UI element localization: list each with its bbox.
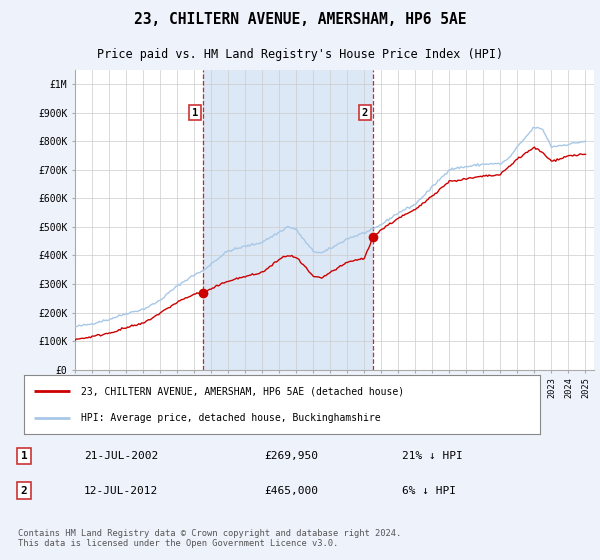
Text: 21-JUL-2002: 21-JUL-2002	[84, 451, 158, 461]
Text: £465,000: £465,000	[264, 486, 318, 496]
Text: Contains HM Land Registry data © Crown copyright and database right 2024.
This d: Contains HM Land Registry data © Crown c…	[18, 529, 401, 548]
Text: 6% ↓ HPI: 6% ↓ HPI	[402, 486, 456, 496]
Text: Price paid vs. HM Land Registry's House Price Index (HPI): Price paid vs. HM Land Registry's House …	[97, 48, 503, 61]
Text: 12-JUL-2012: 12-JUL-2012	[84, 486, 158, 496]
Bar	[203, 70, 373, 370]
Text: 23, CHILTERN AVENUE, AMERSHAM, HP6 5AE: 23, CHILTERN AVENUE, AMERSHAM, HP6 5AE	[134, 12, 466, 27]
Text: 23, CHILTERN AVENUE, AMERSHAM, HP6 5AE (detached house): 23, CHILTERN AVENUE, AMERSHAM, HP6 5AE (…	[81, 386, 404, 396]
Text: £269,950: £269,950	[264, 451, 318, 461]
Text: 1: 1	[20, 451, 28, 461]
Text: 2: 2	[20, 486, 28, 496]
Text: 1: 1	[191, 108, 198, 118]
Text: HPI: Average price, detached house, Buckinghamshire: HPI: Average price, detached house, Buck…	[81, 413, 380, 423]
Text: 2: 2	[362, 108, 368, 118]
Text: 21% ↓ HPI: 21% ↓ HPI	[402, 451, 463, 461]
